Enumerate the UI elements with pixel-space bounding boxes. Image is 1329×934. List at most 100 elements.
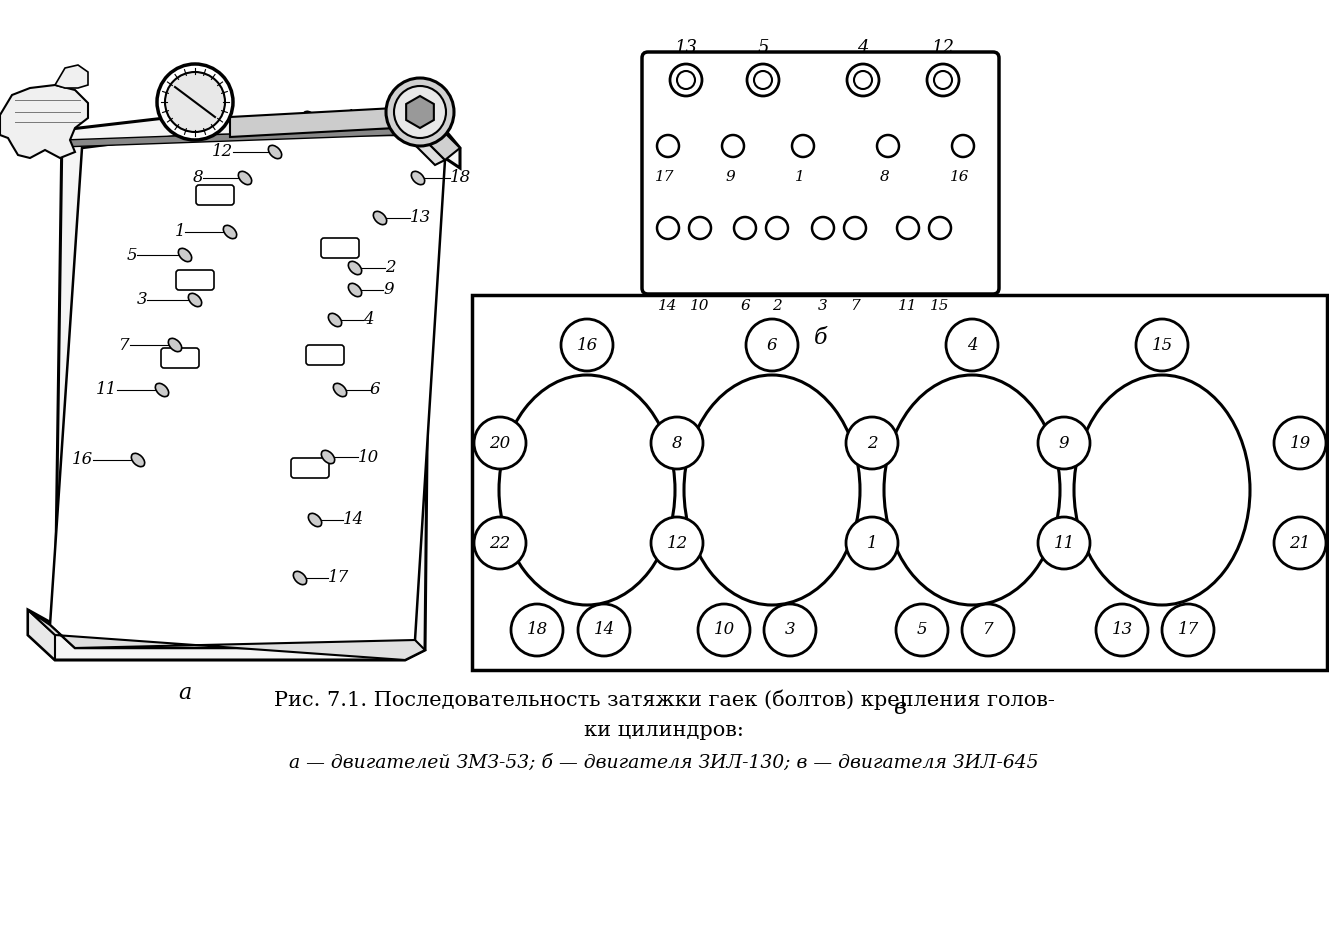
Circle shape <box>474 517 526 569</box>
Text: ки цилиндров:: ки цилиндров: <box>583 720 744 740</box>
Polygon shape <box>0 85 88 158</box>
Text: 9: 9 <box>726 170 735 184</box>
Circle shape <box>1275 417 1326 469</box>
Circle shape <box>393 86 447 138</box>
Text: 1: 1 <box>174 223 185 240</box>
Circle shape <box>561 319 613 371</box>
Circle shape <box>651 417 703 469</box>
Text: 5: 5 <box>126 247 137 263</box>
Text: 22: 22 <box>489 534 510 551</box>
Ellipse shape <box>223 225 237 239</box>
Circle shape <box>657 217 679 239</box>
FancyBboxPatch shape <box>175 270 214 290</box>
Text: а — двигателей ЗМЗ-53; б — двигателя ЗИЛ-130; в — двигателя ЗИЛ-645: а — двигателей ЗМЗ-53; б — двигателя ЗИЛ… <box>290 754 1039 772</box>
Ellipse shape <box>884 375 1061 605</box>
Text: 16: 16 <box>577 336 598 353</box>
Bar <box>472 295 1326 670</box>
Text: 2: 2 <box>385 260 396 276</box>
Ellipse shape <box>498 375 675 605</box>
Text: 8: 8 <box>880 170 890 184</box>
Text: 17: 17 <box>1177 621 1199 639</box>
Circle shape <box>934 71 952 89</box>
Text: б: б <box>813 327 828 349</box>
Polygon shape <box>230 108 395 137</box>
Ellipse shape <box>294 572 307 585</box>
Text: 9: 9 <box>1059 434 1070 451</box>
Text: 10: 10 <box>714 621 735 639</box>
Text: 5: 5 <box>758 39 768 57</box>
Text: 17: 17 <box>328 570 350 587</box>
Text: 6: 6 <box>369 381 380 399</box>
Text: 14: 14 <box>658 299 678 313</box>
Circle shape <box>1038 517 1090 569</box>
Circle shape <box>1096 604 1148 656</box>
Circle shape <box>157 64 233 140</box>
Circle shape <box>952 135 974 157</box>
Ellipse shape <box>684 375 860 605</box>
Ellipse shape <box>303 111 316 124</box>
Text: 7: 7 <box>982 621 993 639</box>
Polygon shape <box>415 118 460 160</box>
Circle shape <box>651 517 703 569</box>
Circle shape <box>847 517 898 569</box>
Ellipse shape <box>348 262 361 275</box>
FancyBboxPatch shape <box>306 345 344 365</box>
Circle shape <box>896 604 948 656</box>
Circle shape <box>897 217 918 239</box>
Circle shape <box>688 217 711 239</box>
Text: 13: 13 <box>411 209 431 227</box>
Text: 11: 11 <box>1054 534 1075 551</box>
Text: 4: 4 <box>966 336 977 353</box>
Circle shape <box>855 71 872 89</box>
Text: 12: 12 <box>211 144 233 161</box>
Text: 20: 20 <box>489 434 510 451</box>
Polygon shape <box>28 118 460 660</box>
Text: 3: 3 <box>819 299 828 313</box>
Ellipse shape <box>238 171 251 185</box>
Circle shape <box>1275 517 1326 569</box>
FancyBboxPatch shape <box>161 348 199 368</box>
Polygon shape <box>28 610 54 660</box>
Text: 4: 4 <box>857 39 869 57</box>
Polygon shape <box>411 135 445 165</box>
Ellipse shape <box>268 146 282 159</box>
Circle shape <box>657 135 679 157</box>
Text: 19: 19 <box>1289 434 1310 451</box>
Circle shape <box>734 217 756 239</box>
Circle shape <box>385 78 455 146</box>
Text: 10: 10 <box>358 448 379 465</box>
Text: 1: 1 <box>867 534 877 551</box>
Ellipse shape <box>412 171 425 185</box>
Ellipse shape <box>189 293 202 306</box>
Text: 7: 7 <box>851 299 860 313</box>
Polygon shape <box>51 135 445 648</box>
Circle shape <box>764 604 816 656</box>
Polygon shape <box>28 610 425 660</box>
Circle shape <box>1038 417 1090 469</box>
Circle shape <box>847 64 878 96</box>
Ellipse shape <box>178 248 191 262</box>
Circle shape <box>510 604 563 656</box>
Text: 13: 13 <box>1111 621 1132 639</box>
Text: 15: 15 <box>1151 336 1172 353</box>
Ellipse shape <box>348 283 361 297</box>
Text: 1: 1 <box>795 170 805 184</box>
Text: 15: 15 <box>930 299 950 313</box>
Text: 6: 6 <box>740 299 750 313</box>
Circle shape <box>928 64 960 96</box>
Ellipse shape <box>328 313 342 327</box>
Circle shape <box>962 604 1014 656</box>
Ellipse shape <box>308 514 322 527</box>
Polygon shape <box>54 65 88 88</box>
Text: 7: 7 <box>120 336 130 353</box>
Text: 10: 10 <box>690 299 710 313</box>
Text: 14: 14 <box>593 621 614 639</box>
FancyBboxPatch shape <box>642 52 999 294</box>
Circle shape <box>946 319 998 371</box>
Text: 3: 3 <box>784 621 795 639</box>
Text: 16: 16 <box>950 170 970 184</box>
Circle shape <box>1162 604 1213 656</box>
Circle shape <box>844 217 867 239</box>
Ellipse shape <box>334 383 347 397</box>
Circle shape <box>792 135 813 157</box>
